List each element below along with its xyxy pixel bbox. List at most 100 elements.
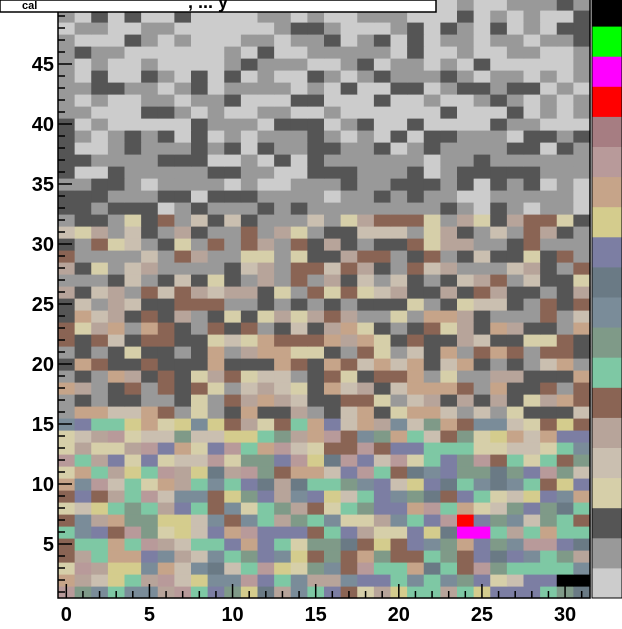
heatmap-cell: [58, 406, 76, 419]
heatmap-cell: [290, 382, 308, 395]
heatmap-cell: [373, 118, 392, 131]
heatmap-cell: [357, 58, 375, 71]
heatmap-cell: [473, 370, 491, 383]
heatmap-cell: [257, 502, 275, 515]
heatmap-cell: [573, 214, 591, 227]
heatmap-cell: [141, 406, 159, 419]
heatmap-cell: [191, 358, 209, 371]
heatmap-cell: [174, 166, 192, 179]
heatmap-cell: [91, 478, 109, 491]
heatmap-cell: [157, 502, 175, 515]
heatmap-cell: [390, 34, 408, 47]
heatmap-cell: [74, 322, 92, 335]
heatmap-cell: [91, 298, 109, 311]
heatmap-cell: [573, 574, 591, 587]
heatmap-cell: [440, 34, 458, 47]
heatmap-cell: [74, 418, 92, 431]
heatmap-cell: [573, 502, 591, 515]
heatmap-cell: [440, 178, 458, 191]
heatmap-cell: [523, 238, 541, 251]
heatmap-cell: [390, 142, 408, 155]
heatmap-cell: [324, 334, 342, 347]
heatmap-cell: [274, 514, 292, 527]
heatmap-cell: [407, 322, 425, 335]
heatmap-cell: [324, 346, 342, 359]
heatmap-cell: [324, 526, 342, 539]
heatmap-cell: [506, 130, 525, 143]
heatmap-cell: [440, 262, 458, 275]
heatmap-cell: [473, 574, 491, 587]
heatmap-cell: [523, 202, 541, 215]
heatmap-cell: [107, 310, 126, 323]
heatmap-cell: [357, 526, 375, 539]
heatmap-cell: [357, 262, 375, 275]
heatmap-cell: [257, 574, 275, 587]
heatmap-cell: [357, 106, 375, 119]
heatmap-cell: [523, 370, 541, 383]
heatmap-cell: [490, 442, 508, 455]
heatmap-cell: [58, 454, 76, 467]
heatmap-cell: [340, 574, 358, 587]
heatmap-cell: [274, 502, 292, 515]
heatmap-cell: [74, 562, 92, 575]
heatmap-cell: [240, 502, 259, 515]
heatmap-cell: [257, 406, 275, 419]
heatmap-cell: [573, 250, 591, 263]
heatmap-cell: [224, 214, 242, 227]
heatmap-cell: [490, 142, 508, 155]
heatmap-cell: [340, 310, 358, 323]
heatmap-cell: [373, 430, 392, 443]
heatmap-cell: [556, 22, 574, 35]
heatmap-cell: [440, 322, 458, 335]
heatmap-cell: [457, 562, 475, 575]
heatmap-cell: [540, 322, 558, 335]
heatmap-cell: [307, 286, 325, 299]
heatmap-cell: [556, 190, 574, 203]
heatmap-cell: [573, 382, 591, 395]
heatmap-cell: [340, 130, 358, 143]
heatmap-cell: [373, 346, 392, 359]
heatmap-cell: [290, 454, 308, 467]
heatmap-cell: [423, 166, 441, 179]
heatmap-cell: [107, 286, 126, 299]
heatmap-cell: [573, 562, 591, 575]
heatmap-cell: [523, 166, 541, 179]
heatmap-cell: [540, 94, 558, 107]
heatmap-cell: [290, 370, 308, 383]
heatmap-cell: [523, 334, 541, 347]
heatmap-cell: [141, 202, 159, 215]
heatmap-cell: [174, 538, 192, 551]
heatmap-cell: [74, 310, 92, 323]
heatmap-cell: [506, 94, 525, 107]
heatmap-cell: [423, 310, 441, 323]
heatmap-cell: [340, 106, 358, 119]
heatmap-cell: [357, 382, 375, 395]
heatmap-cell: [74, 46, 92, 59]
heatmap-cell: [58, 22, 76, 35]
heatmap-cell: [340, 346, 358, 359]
heatmap-cell: [224, 286, 242, 299]
heatmap-cell: [157, 430, 175, 443]
heatmap-cell: [457, 238, 475, 251]
heatmap-cell: [141, 130, 159, 143]
heatmap-cell: [141, 466, 159, 479]
heatmap-cell: [423, 394, 441, 407]
x-tick-label: 10: [221, 604, 243, 626]
heatmap-cell: [407, 430, 425, 443]
heatmap-cell: [74, 502, 92, 515]
heatmap-cell: [340, 550, 358, 563]
heatmap-cell: [490, 130, 508, 143]
heatmap-cell: [373, 214, 392, 227]
heatmap-cell: [407, 514, 425, 527]
heatmap-cell: [440, 10, 458, 23]
heatmap-cell: [107, 466, 126, 479]
heatmap-cell: [357, 286, 375, 299]
heatmap-cell: [207, 94, 225, 107]
heatmap-cell: [124, 262, 142, 275]
heatmap-cell: [274, 466, 292, 479]
heatmap-cell: [340, 406, 358, 419]
heatmap-cell: [473, 358, 491, 371]
heatmap-cell: [240, 466, 259, 479]
heatmap-cell: [556, 214, 574, 227]
heatmap-cell: [556, 526, 574, 539]
